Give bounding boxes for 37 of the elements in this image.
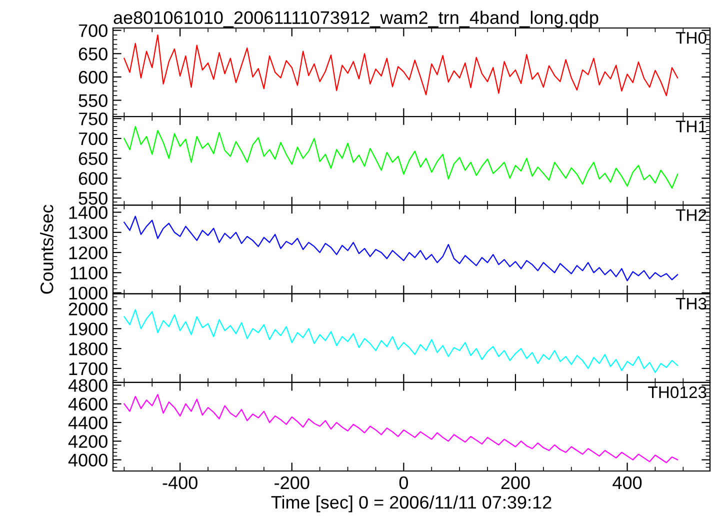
x-tick-label: 200	[501, 476, 530, 490]
chart-title: ae801061010_20061111073912_wam2_trn_4band_long.qdp	[114, 10, 598, 28]
x-tick-label: 400	[612, 476, 642, 490]
y-tick-label: 1700	[69, 362, 108, 376]
y-tick-label: 550	[78, 94, 108, 107]
y-tick-label: 650	[78, 152, 108, 166]
y-tick-label: 1800	[69, 342, 108, 356]
x-tick-label: -400	[162, 476, 198, 490]
y-tick-label: 1900	[69, 322, 108, 336]
y-tick-label: 4800	[68, 379, 108, 392]
y-tick-label: 1100	[70, 266, 108, 280]
y-tick-label: 4200	[68, 435, 108, 448]
y-tick-label: 700	[78, 24, 108, 38]
y-tick-label: 550	[78, 192, 108, 205]
text: TH0123	[648, 386, 706, 398]
x-tick-label: 0	[399, 476, 408, 490]
y-tick-label: 650	[78, 48, 108, 60]
x-tick-label: -200	[274, 476, 310, 490]
y-tick-label: 600	[78, 172, 108, 185]
series-label: TH0	[676, 32, 706, 44]
text: TH2	[676, 209, 706, 221]
y-axis-title: Counts/sec	[40, 204, 54, 294]
y-tick-label: 4400	[68, 416, 108, 430]
x-axis-title: Time [sec] 0 = 2006/11/11 07:39:12	[271, 495, 552, 512]
text: TH1	[676, 120, 706, 132]
y-tick-label: 1400	[69, 206, 108, 219]
y-tick-label: 4600	[68, 398, 108, 411]
y-tick-label: 2000	[68, 302, 108, 316]
y-tick-label: 750	[78, 112, 108, 126]
y-tick-label: 1200	[69, 246, 108, 260]
y-tick-label: 600	[78, 70, 108, 84]
y-tick-label: 4000	[68, 454, 108, 467]
y-tick-label: 1000	[69, 286, 108, 300]
y-tick-label: 700	[78, 132, 108, 146]
y-tick-label: 1300	[69, 226, 108, 240]
line-series	[124, 309, 678, 373]
text: TH3	[676, 298, 706, 310]
